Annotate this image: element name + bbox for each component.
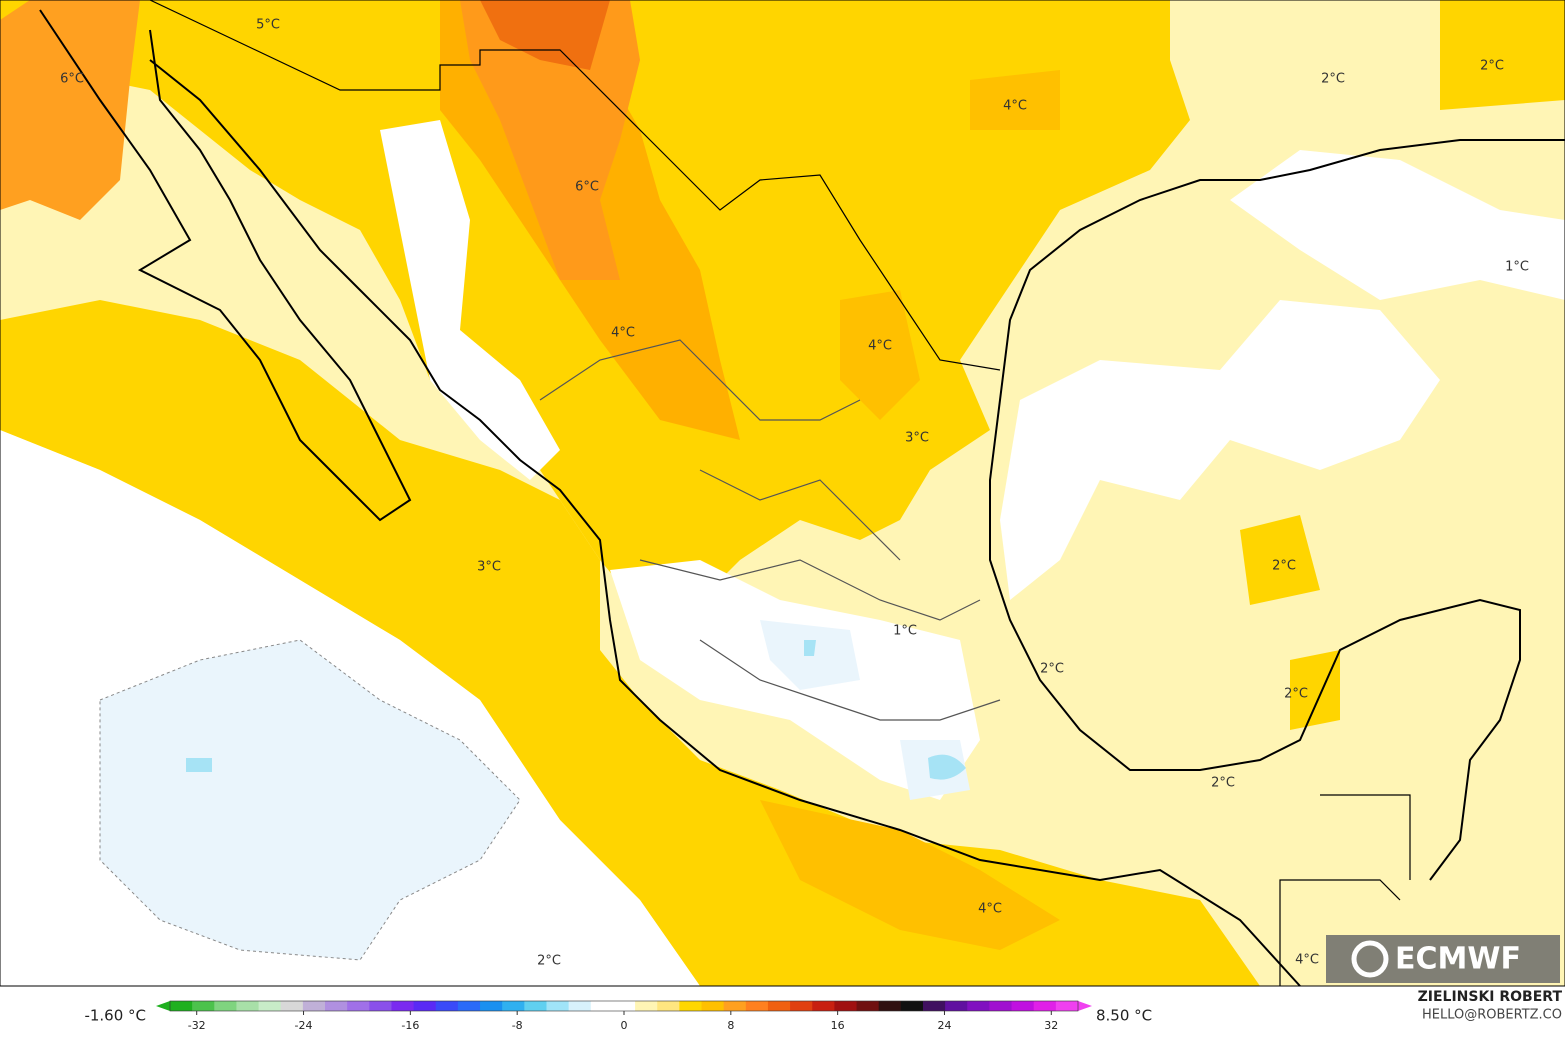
contour-label: 4°C: [1295, 953, 1319, 968]
colorbar-tick-label: 16: [831, 1019, 845, 1032]
colorbar-tick-label: -8: [512, 1019, 523, 1032]
colorbar-segment: [480, 1001, 503, 1011]
colorbar-segment: [170, 1001, 193, 1011]
colorbar-tick-label: 0: [621, 1019, 628, 1032]
border: [149, 0, 1411, 986]
contour-label: 4°C: [978, 902, 1002, 917]
colorbar-segment: [236, 1001, 260, 1011]
coastline: [39, 9, 1565, 987]
colorbar-segment: [325, 1001, 348, 1011]
colorbar-tick-label: 8: [727, 1019, 734, 1032]
colorbar-arrow: [156, 1001, 170, 1011]
colorbar-segment: [280, 1001, 304, 1011]
contour-label: 2°C: [1272, 559, 1296, 574]
colorbar-arrow: [1078, 1001, 1092, 1011]
colorbar-segment: [258, 1001, 282, 1011]
colorbar-segment: [856, 1001, 880, 1011]
colorbar-segment: [790, 1001, 813, 1011]
orange-region: [0, 0, 140, 220]
colorbar-segment: [1055, 1001, 1079, 1011]
colorbar-segment: [989, 1001, 1013, 1011]
colorbar-segment: [701, 1001, 725, 1011]
orange-region: [480, 0, 610, 70]
cool-region: [99, 639, 521, 961]
colorbar-segment: [302, 1001, 326, 1011]
colorbar-min-label: -1.60 °C: [84, 1007, 146, 1025]
colorbar-segment: [657, 1001, 680, 1011]
colorbar-tick-label: -16: [401, 1019, 419, 1032]
contour-label: 2°C: [1321, 72, 1345, 87]
white-region: [380, 120, 560, 480]
credit-email: HELLO@ROBERTZ.CO: [1422, 1008, 1562, 1023]
contour-label: 4°C: [1003, 99, 1027, 114]
colorbar-segment: [413, 1001, 437, 1011]
colorbar-segment: [723, 1001, 747, 1011]
contour-label: 4°C: [611, 326, 635, 341]
orange-region: [460, 0, 640, 280]
contour-label: 6°C: [60, 72, 84, 87]
colorbar-segment: [457, 1001, 481, 1011]
colorbar: -32 -24 -16 -8 0 8 16 24 32: [156, 1000, 1092, 1032]
colorbar-tick-label: 32: [1044, 1019, 1058, 1032]
colorbar-segment: [347, 1001, 370, 1011]
colorbar-segment: [369, 1001, 392, 1011]
state-border: [539, 339, 1001, 721]
colorbar-tick-label: -24: [295, 1019, 313, 1032]
colorbar-segment: [967, 1001, 990, 1011]
colorbar-segment: [945, 1001, 968, 1011]
colorbar-segment: [568, 1001, 592, 1011]
yellow-region: [0, 300, 1260, 986]
contour-label: 1°C: [1505, 260, 1529, 275]
white-region: [1000, 300, 1440, 600]
colorbar-tick-label: -32: [188, 1019, 206, 1032]
colorbar-segment: [679, 1001, 703, 1011]
contour-label: 3°C: [905, 431, 929, 446]
colorbar-segment: [214, 1001, 237, 1011]
logo-mark: [1351, 940, 1389, 978]
white-region: [1230, 150, 1565, 300]
contour-label: 2°C: [1040, 662, 1064, 677]
colorbar-segment: [1033, 1001, 1057, 1011]
colorbar-segment: [635, 1001, 658, 1011]
map-frame: [0, 0, 1565, 987]
colorbar-segment: [922, 1001, 946, 1011]
credit-name: ZIELINSKI ROBERT: [1418, 989, 1563, 1005]
contour-label: 5°C: [256, 18, 280, 33]
cool-region: [760, 620, 970, 800]
contour-label: 4°C: [868, 339, 892, 354]
logo-text: ECMWF: [1395, 942, 1521, 977]
colorbar-segment: [192, 1001, 215, 1011]
colorbar-segment: [524, 1001, 547, 1011]
colorbar-segment: [391, 1001, 415, 1011]
contour-label: 2°C: [537, 954, 561, 969]
colorbar-tick-label: 24: [937, 1019, 951, 1032]
colorbar-segment: [590, 1001, 614, 1011]
colorbar-segment: [612, 1001, 636, 1011]
contour-label: 6°C: [575, 180, 599, 195]
contour-label: 2°C: [1211, 776, 1235, 791]
colorbar-segment: [435, 1001, 459, 1011]
colorbar-segment: [1011, 1001, 1035, 1011]
contour-label: 2°C: [1480, 59, 1504, 74]
yellow-region: [1240, 0, 1565, 730]
contour-label: 1°C: [893, 624, 917, 639]
contour-labels: 5°C 6°C 6°C 4°C 2°C 2°C 1°C 4°C 4°C 3°C 3°C 2°C 1°C 2…: [60, 18, 1529, 969]
colorbar-segment: [834, 1001, 858, 1011]
colorbar-segment: [900, 1001, 924, 1011]
contour-label: 3°C: [477, 560, 501, 575]
colorbar-max-label: 8.50 °C: [1096, 1007, 1152, 1025]
colorbar-segment: [745, 1001, 769, 1011]
colorbar-segment: [767, 1001, 791, 1011]
colorbar-segment: [546, 1001, 570, 1011]
colorbar-segment: [878, 1001, 902, 1011]
colorbar-segment: [502, 1001, 525, 1011]
contour-label: 2°C: [1284, 687, 1308, 702]
colorbar-segment: [812, 1001, 835, 1011]
